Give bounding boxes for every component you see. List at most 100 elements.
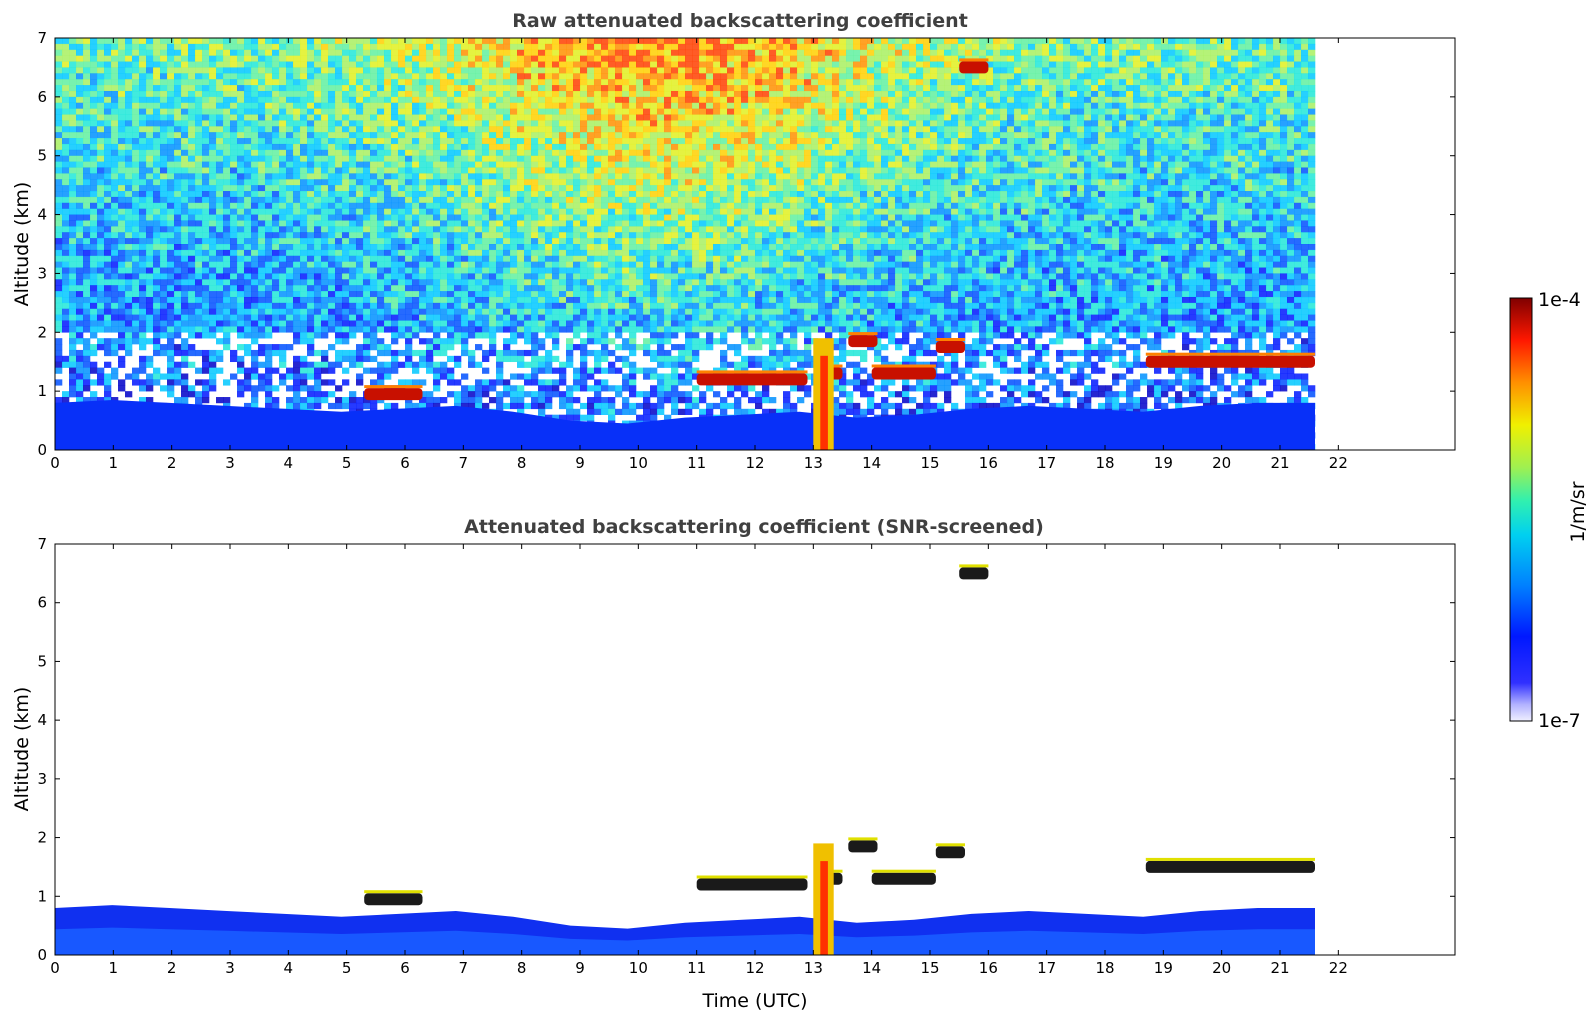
signal-cell <box>986 132 994 139</box>
signal-cell <box>216 167 224 174</box>
signal-cell <box>377 55 385 62</box>
signal-cell <box>1189 155 1197 162</box>
signal-cell <box>916 49 924 56</box>
signal-cell <box>188 161 196 168</box>
signal-cell <box>692 85 700 92</box>
signal-cell <box>601 55 609 62</box>
signal-cell <box>76 85 84 92</box>
signal-cell <box>1266 67 1274 74</box>
signal-cell <box>979 196 987 204</box>
signal-cell <box>1133 73 1141 80</box>
signal-cell <box>776 196 784 204</box>
signal-cell <box>769 85 777 92</box>
signal-cell <box>244 191 252 198</box>
signal-cell <box>895 138 903 145</box>
signal-cell <box>69 143 77 151</box>
signal-cell <box>111 114 119 121</box>
signal-cell <box>1182 126 1190 133</box>
signal-cell <box>279 191 287 198</box>
signal-cell <box>713 79 721 86</box>
signal-cell <box>671 173 679 180</box>
signal-cell <box>181 67 189 74</box>
signal-cell <box>972 73 980 80</box>
signal-cell <box>307 108 315 115</box>
signal-cell <box>552 155 560 162</box>
signal-cell <box>545 85 553 92</box>
signal-cell <box>776 149 784 157</box>
signal-cell <box>1077 179 1085 186</box>
signal-cell <box>972 90 980 98</box>
signal-cell <box>1049 55 1057 62</box>
signal-cell <box>342 126 350 133</box>
signal-cell <box>146 90 154 98</box>
signal-cell <box>888 38 896 45</box>
signal-cell <box>958 173 966 180</box>
signal-cell <box>972 126 980 133</box>
signal-cell <box>657 167 665 174</box>
signal-cell <box>895 114 903 121</box>
signal-cell <box>594 120 602 127</box>
signal-cell <box>524 79 532 86</box>
signal-cell <box>300 49 308 56</box>
signal-cell <box>1063 173 1071 180</box>
signal-cell <box>1105 120 1113 127</box>
signal-cell <box>90 132 98 139</box>
signal-cell <box>230 179 238 186</box>
signal-cell <box>1287 191 1295 198</box>
signal-cell <box>426 132 434 139</box>
signal-cell <box>475 43 483 51</box>
signal-cell <box>944 90 952 98</box>
signal-cell <box>419 167 427 174</box>
signal-cell <box>916 108 924 115</box>
signal-cell <box>503 61 511 68</box>
signal-cell <box>90 79 98 86</box>
signal-cell <box>440 38 448 45</box>
signal-cell <box>167 143 175 151</box>
signal-cell <box>1063 102 1071 109</box>
signal-cell <box>1105 149 1113 157</box>
signal-cell <box>69 120 77 127</box>
signal-cell <box>874 49 882 56</box>
signal-cell <box>1224 43 1232 51</box>
signal-cell <box>468 38 476 45</box>
signal-cell <box>202 49 210 56</box>
signal-cell <box>1245 161 1253 168</box>
signal-cell <box>356 114 364 121</box>
signal-cell <box>1063 43 1071 51</box>
signal-cell <box>769 108 777 115</box>
signal-cell <box>545 138 553 145</box>
signal-cell <box>1266 191 1274 198</box>
signal-cell <box>636 179 644 186</box>
signal-cell <box>909 191 917 198</box>
signal-cell <box>1098 38 1106 45</box>
signal-cell <box>846 108 854 115</box>
signal-cell <box>279 61 287 68</box>
signal-cell <box>734 191 742 198</box>
signal-cell <box>951 108 959 115</box>
signal-cell <box>111 73 119 80</box>
signal-cell <box>202 185 210 192</box>
signal-cell <box>181 43 189 51</box>
signal-cell <box>251 85 259 92</box>
signal-cell <box>552 191 560 198</box>
signal-cell <box>1007 167 1015 174</box>
signal-cell <box>405 43 413 51</box>
signal-cell <box>69 138 77 145</box>
signal-cell <box>216 138 224 145</box>
signal-cell <box>1273 114 1281 121</box>
signal-cell <box>314 143 322 151</box>
signal-cell <box>1252 155 1260 162</box>
signal-cell <box>104 108 112 115</box>
signal-cell <box>1056 191 1064 198</box>
signal-cell <box>1154 126 1162 133</box>
signal-cell <box>1280 73 1288 80</box>
signal-cell <box>391 132 399 139</box>
signal-cell <box>272 132 280 139</box>
signal-cell <box>1161 79 1169 86</box>
signal-cell <box>860 191 868 198</box>
signal-cell <box>251 49 259 56</box>
signal-cell <box>1301 55 1309 62</box>
signal-cell <box>1070 167 1078 174</box>
signal-cell <box>881 143 889 151</box>
signal-cell <box>1154 138 1162 145</box>
